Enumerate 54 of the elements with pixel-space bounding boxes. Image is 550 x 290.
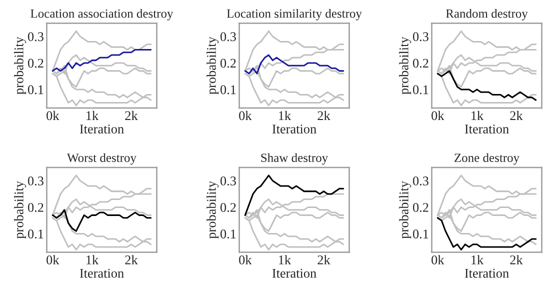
y-axis-title: probability <box>206 180 219 239</box>
y-axis-title: probability <box>399 36 412 94</box>
y-tick-label: 0.3 <box>28 32 44 42</box>
y-tick-label: 0.2 <box>412 203 428 212</box>
chart-title: Shaw destroy <box>261 153 328 165</box>
x-axis-title: Iteration <box>272 124 316 134</box>
chart-title: Random destroy <box>446 8 528 20</box>
x-tick-label: 1k <box>86 255 99 264</box>
y-tick-label: 0.3 <box>28 176 44 186</box>
x-tick-label: 0k <box>239 255 252 264</box>
y-axis-title: probability <box>206 36 219 94</box>
x-tick-label: 2k <box>510 110 523 120</box>
y-axis-title: probability <box>399 180 412 239</box>
y-tick-label: 0.2 <box>220 58 236 68</box>
y-tick-label: 0.1 <box>412 85 428 94</box>
x-tick-label: 1k <box>278 110 292 120</box>
x-tick-label: 0k <box>46 255 60 264</box>
x-tick-label: 2k <box>318 255 330 264</box>
y-tick-label: 0.2 <box>412 58 428 68</box>
x-tick-label: 0k <box>46 110 60 120</box>
x-axis-title: Iteration <box>80 268 124 278</box>
x-tick-label: 1k <box>278 255 292 264</box>
y-tick-label: 0.1 <box>412 230 428 239</box>
y-tick-label: 0.2 <box>28 203 44 212</box>
x-tick-label: 0k <box>239 110 252 120</box>
y-tick-label: 0.2 <box>28 58 44 68</box>
y-tick-label: 0.1 <box>28 85 44 94</box>
x-axis-title: Iteration <box>464 124 509 134</box>
x-tick-label: 2k <box>318 110 330 120</box>
y-tick-label: 0.3 <box>220 32 236 42</box>
x-tick-label: 1k <box>471 110 484 120</box>
y-axis-title: probability <box>14 180 26 239</box>
x-tick-label: 1k <box>86 110 99 120</box>
y-tick-label: 0.3 <box>412 176 428 186</box>
x-axis-title: Iteration <box>272 268 316 278</box>
x-tick-label: 2k <box>125 255 138 264</box>
y-axis-title: probability <box>14 36 26 94</box>
chart-title: Location similarity destroy <box>226 8 362 20</box>
x-axis-title: Iteration <box>464 268 509 278</box>
y-tick-label: 0.2 <box>220 203 236 212</box>
chart-title: Worst destroy <box>67 153 136 165</box>
x-axis-title: Iteration <box>80 124 124 134</box>
x-tick-label: 2k <box>125 110 138 120</box>
x-tick-label: 2k <box>510 255 523 264</box>
y-tick-label: 0.1 <box>28 230 44 239</box>
x-tick-label: 1k <box>471 255 484 264</box>
x-tick-label: 0k <box>432 110 444 120</box>
chart-title: Location association destroy <box>30 8 174 20</box>
x-tick-label: 0k <box>432 255 444 264</box>
chart-title: Zone destroy <box>454 153 520 165</box>
y-tick-label: 0.1 <box>220 85 236 94</box>
y-tick-label: 0.3 <box>220 176 236 186</box>
y-tick-label: 0.3 <box>412 32 428 42</box>
y-tick-label: 0.1 <box>220 230 236 239</box>
